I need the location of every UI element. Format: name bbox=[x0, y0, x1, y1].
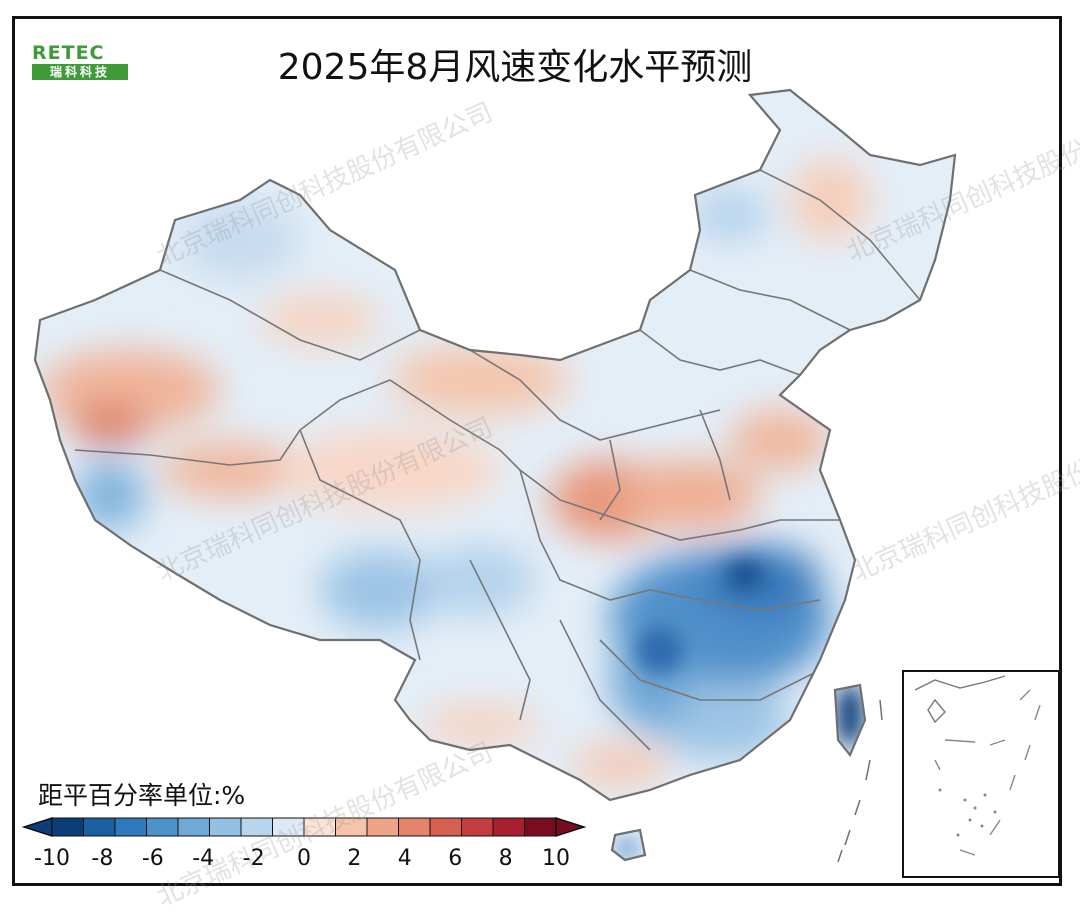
colorbar-segment bbox=[51, 817, 84, 837]
colorbar-right-arrow bbox=[555, 816, 587, 838]
company-logo: RETEC 瑞科科技 bbox=[32, 42, 128, 82]
colorbar-tick-label: -4 bbox=[192, 846, 215, 871]
country-outline bbox=[33, 88, 957, 863]
colorbar-tick-label: 10 bbox=[542, 846, 570, 871]
colorbar-segment bbox=[492, 817, 525, 837]
colorbar-tick-label: 0 bbox=[297, 846, 311, 871]
south-china-sea-inset bbox=[902, 670, 1060, 878]
colorbar-tick-label: 2 bbox=[347, 846, 362, 871]
map-title: 2025年8月风速变化水平预测 bbox=[277, 47, 753, 88]
colorbar-tick-label: -10 bbox=[34, 846, 70, 871]
colorbar-segment bbox=[429, 817, 462, 837]
colorbar-segment bbox=[177, 817, 210, 837]
logo-wordmark: RETEC bbox=[32, 42, 105, 64]
colorbar-tick-label: -2 bbox=[242, 846, 265, 871]
colorbar-segment bbox=[398, 817, 431, 837]
logo-subtitle: 瑞科科技 bbox=[32, 64, 128, 80]
colorbar-segment bbox=[83, 817, 116, 837]
colorbar-segment bbox=[524, 817, 557, 837]
colorbar-left-arrow bbox=[21, 816, 53, 838]
colorbar-tick-label: 8 bbox=[498, 846, 513, 871]
colorbar-segment bbox=[114, 817, 147, 837]
province-borders bbox=[74, 169, 921, 751]
legend-unit-label: 距平百分率单位:% bbox=[38, 781, 246, 810]
colorbar-tick-label: 4 bbox=[397, 846, 412, 871]
colorbar-tick-label: -6 bbox=[141, 846, 164, 871]
colorbar-segment bbox=[461, 817, 494, 837]
colorbar bbox=[21, 816, 587, 838]
colorbar-segment bbox=[146, 817, 179, 837]
colorbar-segment bbox=[209, 817, 242, 837]
colorbar-tick-label: 6 bbox=[448, 846, 463, 871]
colorbar-tick-label: -8 bbox=[91, 846, 114, 871]
